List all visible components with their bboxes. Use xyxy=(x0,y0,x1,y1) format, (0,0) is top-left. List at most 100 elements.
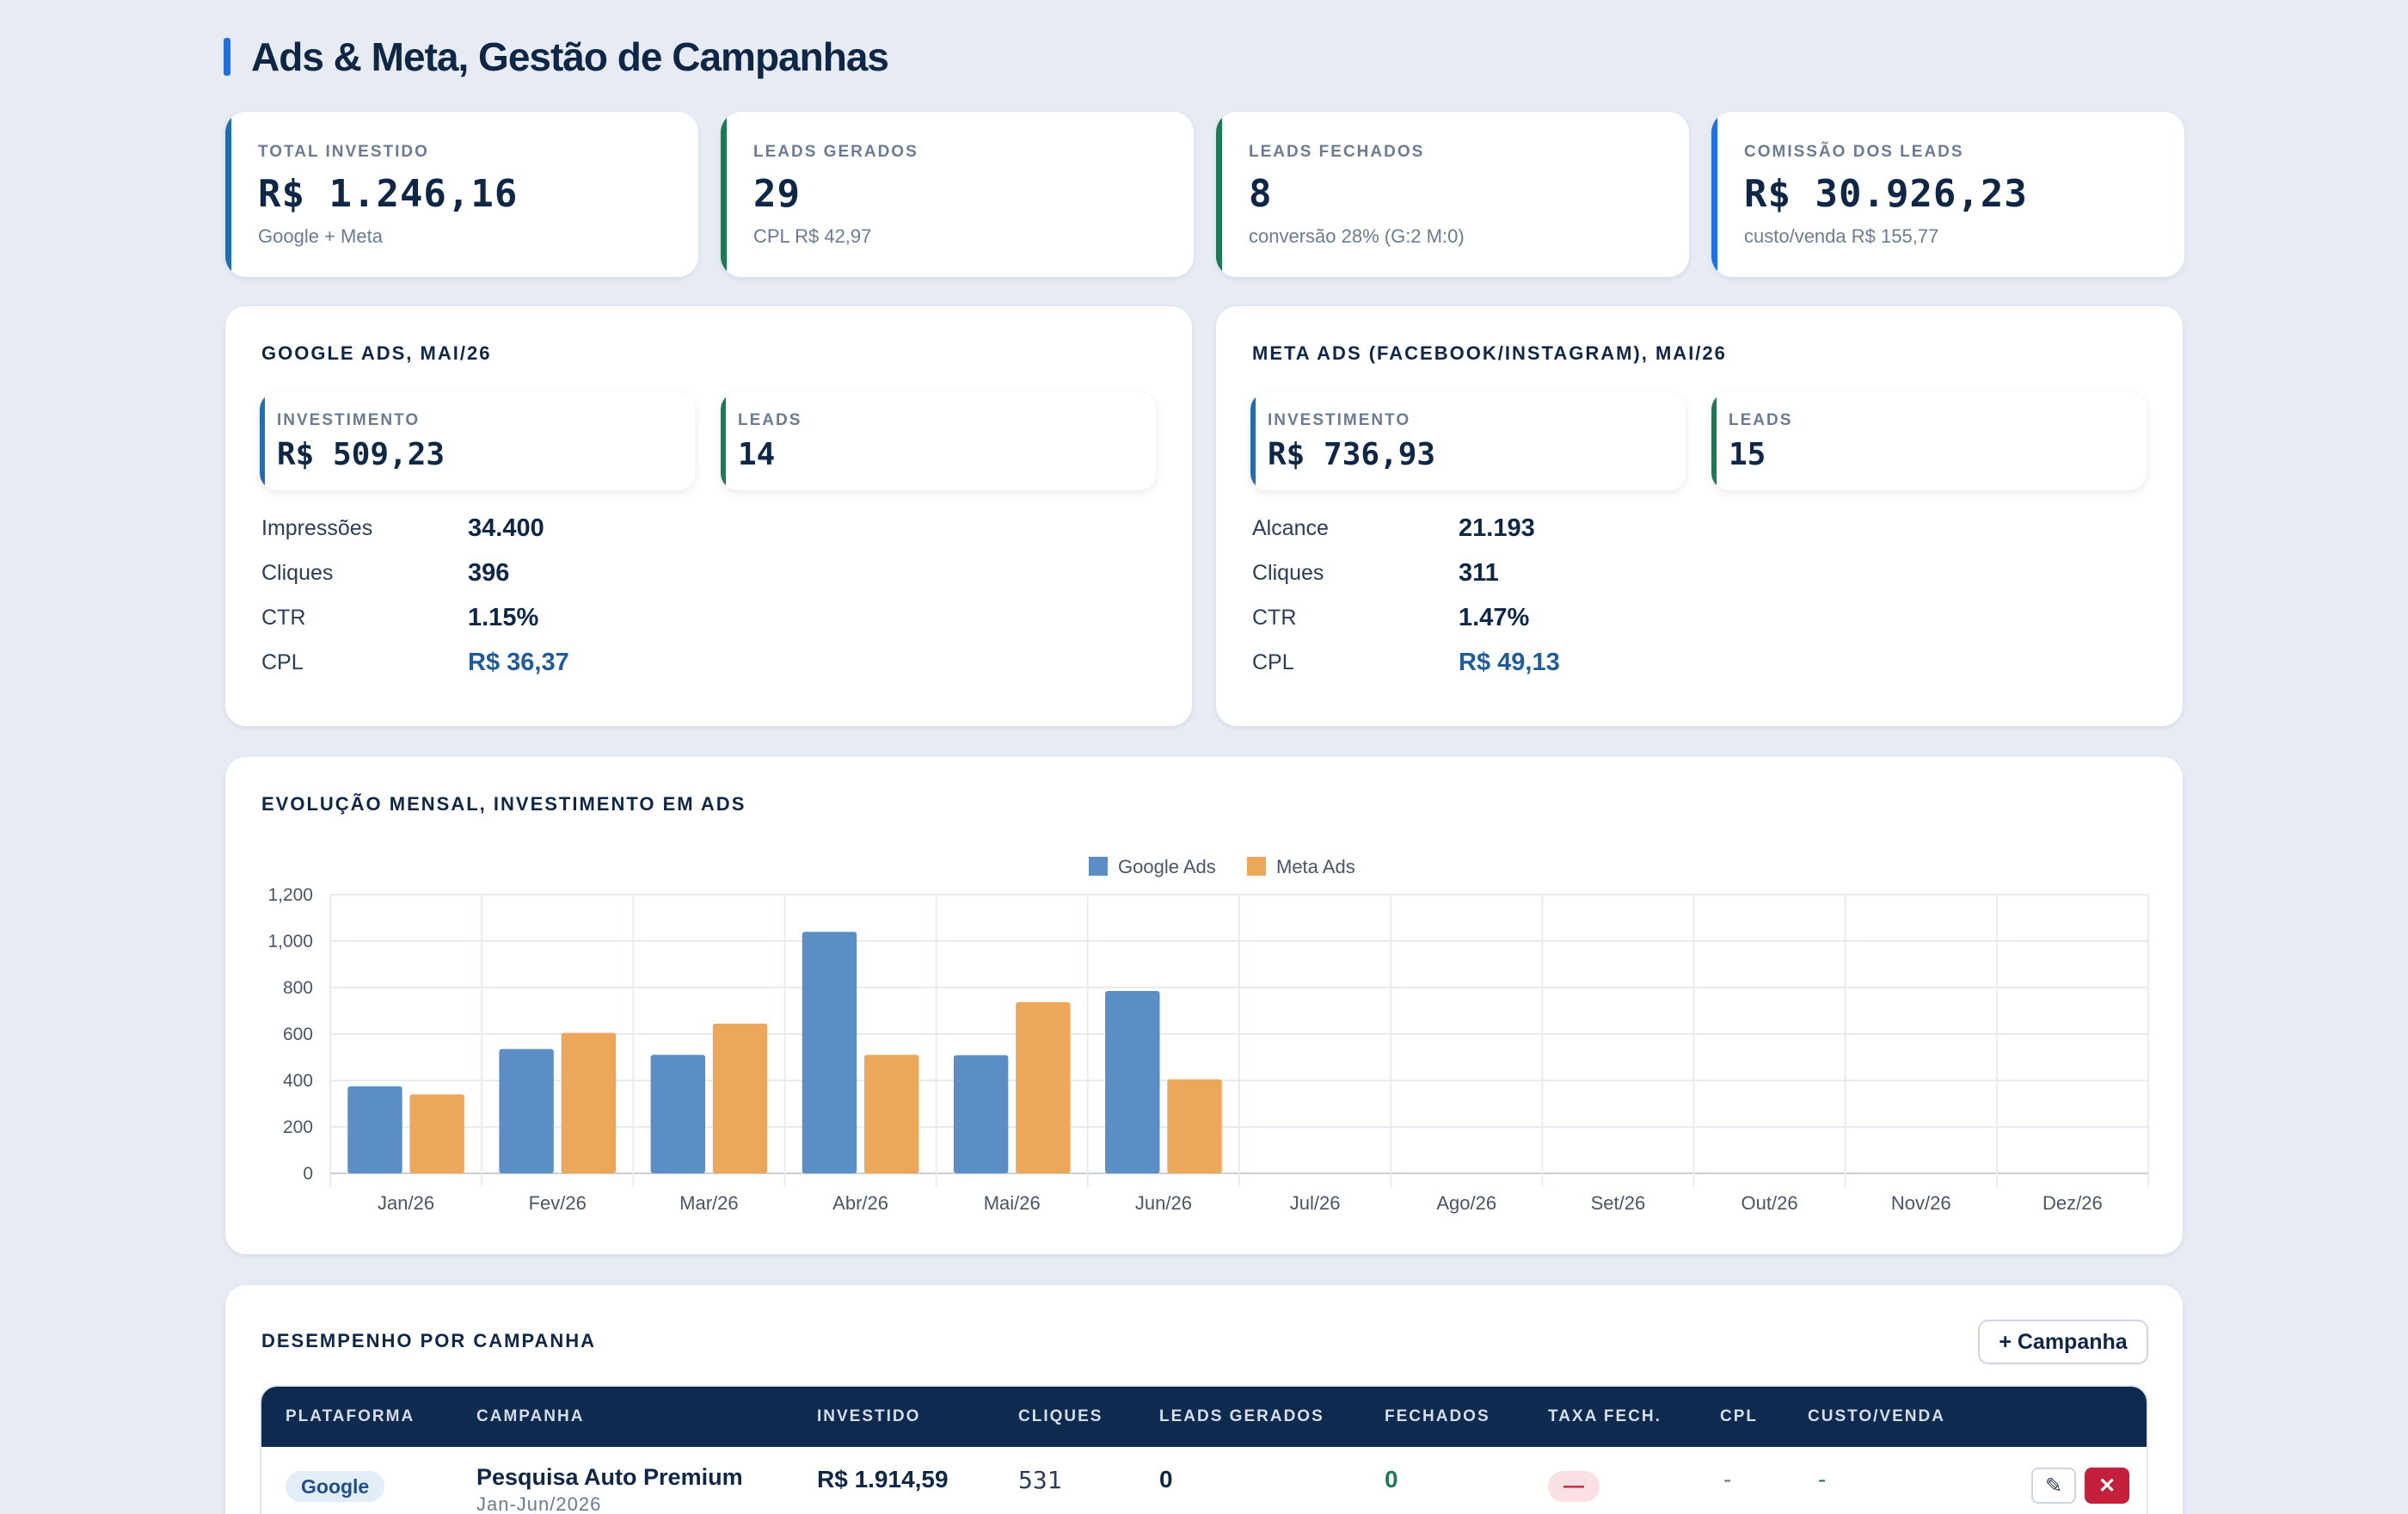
x-tick-label: Nov/26 xyxy=(1891,1192,1951,1214)
kpi-sub: custo/venda R$ 155,77 xyxy=(1744,225,1939,247)
kpi-label: TOTAL INVESTIDO xyxy=(258,143,429,161)
metric-label: Cliques xyxy=(1252,560,1324,585)
bar-google-ads xyxy=(802,932,857,1173)
kpi-sub: CPL R$ 42,97 xyxy=(753,225,872,247)
metric-row: Alcance 21.193 xyxy=(1252,511,1535,545)
kpi-leads-gerados: LEADS GERADOS 29 CPL R$ 42,97 xyxy=(721,112,1194,277)
x-tick-label: Mar/26 xyxy=(679,1192,738,1214)
close-rate-badge: — xyxy=(1548,1471,1600,1502)
mini-label: LEADS xyxy=(1729,411,1793,429)
metric-row: Cliques 311 xyxy=(1252,556,1499,590)
google-ads-panel: GOOGLE ADS, MAI/26 INVESTIMENTO R$ 509,2… xyxy=(225,306,1192,726)
column-header[interactable]: TAXA FECH. xyxy=(1548,1407,1662,1425)
column-header[interactable]: FECHADOS xyxy=(1385,1407,1490,1425)
metric-label: Cliques xyxy=(261,560,334,585)
kpi-value: 29 xyxy=(753,172,801,216)
meta-investment-card: INVESTIMENTO R$ 736,93 xyxy=(1250,392,1686,490)
column-header[interactable]: LEADS GERADOS xyxy=(1159,1407,1324,1425)
metric-label: CTR xyxy=(261,605,306,630)
meta-leads-card: LEADS 15 xyxy=(1711,392,2147,490)
mini-label: INVESTIMENTO xyxy=(1268,411,1411,429)
pencil-icon: ✎ xyxy=(2044,1474,2063,1498)
bar-chart: 0 200 400 600 800 1,000 1,200 Jan/26 Fev/26 Mar/2… xyxy=(267,856,2149,1214)
edit-campaign-button[interactable]: ✎ xyxy=(2031,1468,2076,1504)
google-investment-card: INVESTIMENTO R$ 509,23 xyxy=(260,392,695,490)
y-tick-label: 400 xyxy=(283,1071,313,1091)
legend-label: Meta Ads xyxy=(1276,856,1355,877)
bar-meta-ads xyxy=(1016,1002,1071,1173)
x-tick-label: Ago/26 xyxy=(1436,1192,1496,1214)
x-tick-label: Set/26 xyxy=(1591,1192,1646,1214)
metric-value: R$ 36,37 xyxy=(468,648,569,676)
table-title: DESEMPENHO POR CAMPANHA xyxy=(261,1330,597,1351)
x-tick-label: Abr/26 xyxy=(832,1192,888,1214)
delete-campaign-button[interactable]: ✕ xyxy=(2085,1468,2129,1504)
kpi-label: LEADS GERADOS xyxy=(753,143,918,161)
table-row[interactable]: Google Pesquisa Auto Premium Jan-Jun/202… xyxy=(261,1447,2147,1514)
kpi-label: COMISSÃO DOS LEADS xyxy=(1744,143,1964,161)
metric-value: 1.47% xyxy=(1459,603,1530,631)
metric-label: CPL xyxy=(261,649,304,674)
column-header[interactable]: INVESTIDO xyxy=(817,1407,921,1425)
kpi-sub: Google + Meta xyxy=(258,225,383,247)
cpl-cell: - xyxy=(1723,1466,1732,1492)
metric-label: Alcance xyxy=(1252,515,1329,540)
kpi-value: 8 xyxy=(1249,172,1273,216)
metric-row: Cliques 396 xyxy=(261,556,509,590)
campaign-performance-card: DESEMPENHO POR CAMPANHA + Campanha PLATA… xyxy=(225,1285,2183,1514)
campaign-name: Pesquisa Auto Premium xyxy=(476,1464,743,1490)
metric-row: Impressões 34.400 xyxy=(261,511,544,545)
column-header[interactable]: CPL xyxy=(1720,1407,1758,1425)
invested-cell: R$ 1.914,59 xyxy=(817,1466,949,1492)
metric-value: 1.15% xyxy=(468,603,539,631)
bar-google-ads xyxy=(347,1086,402,1173)
cost-per-sale-cell: - xyxy=(1818,1466,1827,1492)
panel-title: META ADS (FACEBOOK/INSTAGRAM), MAI/26 xyxy=(1252,342,1727,364)
metric-value: 396 xyxy=(468,558,510,587)
bar-google-ads xyxy=(499,1049,554,1173)
x-tick-label: Jul/26 xyxy=(1290,1192,1341,1214)
mini-value: 15 xyxy=(1729,437,1766,472)
kpi-value: R$ 30.926,23 xyxy=(1744,172,2028,216)
x-tick-label: Fev/26 xyxy=(529,1192,587,1214)
metric-row: CTR 1.15% xyxy=(261,600,538,635)
y-tick-label: 0 xyxy=(303,1164,313,1184)
bar-google-ads xyxy=(1105,991,1160,1173)
chart-title: EVOLUÇÃO MENSAL, INVESTIMENTO EM ADS xyxy=(261,793,746,815)
column-header[interactable]: CUSTO/VENDA xyxy=(1808,1407,1945,1425)
column-header[interactable]: CLIQUES xyxy=(1018,1407,1103,1425)
x-tick-label: Jun/26 xyxy=(1135,1192,1192,1214)
google-leads-card: LEADS 14 xyxy=(721,392,1156,490)
bar-meta-ads xyxy=(561,1032,617,1173)
y-tick-label: 800 xyxy=(283,978,313,998)
metric-label: CPL xyxy=(1252,649,1294,674)
metric-label: Impressões xyxy=(261,515,373,540)
bar-meta-ads xyxy=(1167,1079,1222,1173)
clicks-cell: 531 xyxy=(1018,1466,1062,1494)
x-tick-label: Dez/26 xyxy=(2042,1192,2103,1214)
x-tick-label: Mai/26 xyxy=(984,1192,1041,1214)
metric-label: CTR xyxy=(1252,605,1297,630)
leads-cell: 0 xyxy=(1159,1466,1173,1492)
mini-value: R$ 509,23 xyxy=(277,437,445,472)
panel-title: GOOGLE ADS, MAI/26 xyxy=(261,342,492,364)
page-title: Ads & Meta, Gestão de Campanhas xyxy=(224,31,889,83)
closed-cell: 0 xyxy=(1385,1466,1398,1492)
y-tick-label: 200 xyxy=(283,1117,313,1137)
column-header[interactable]: PLATAFORMA xyxy=(286,1407,415,1425)
bar-google-ads xyxy=(953,1055,1009,1173)
kpi-sub: conversão 28% (G:2 M:0) xyxy=(1249,225,1465,247)
kpi-total-investido: TOTAL INVESTIDO R$ 1.246,16 Google + Met… xyxy=(225,112,698,277)
legend-label: Google Ads xyxy=(1118,856,1216,877)
metric-row: CTR 1.47% xyxy=(1252,600,1529,635)
metric-value: R$ 49,13 xyxy=(1459,648,1560,676)
kpi-label: LEADS FECHADOS xyxy=(1249,143,1425,161)
x-tick-label: Out/26 xyxy=(1742,1192,1798,1214)
legend-swatch xyxy=(1247,857,1266,876)
platform-badge: Google xyxy=(286,1471,385,1502)
meta-ads-panel: META ADS (FACEBOOK/INSTAGRAM), MAI/26 IN… xyxy=(1216,306,2183,726)
add-campaign-button[interactable]: + Campanha xyxy=(1978,1320,2148,1364)
metric-row: CPL R$ 49,13 xyxy=(1252,645,1560,680)
column-header[interactable]: CAMPANHA xyxy=(476,1407,585,1425)
close-icon: ✕ xyxy=(2098,1474,2116,1498)
